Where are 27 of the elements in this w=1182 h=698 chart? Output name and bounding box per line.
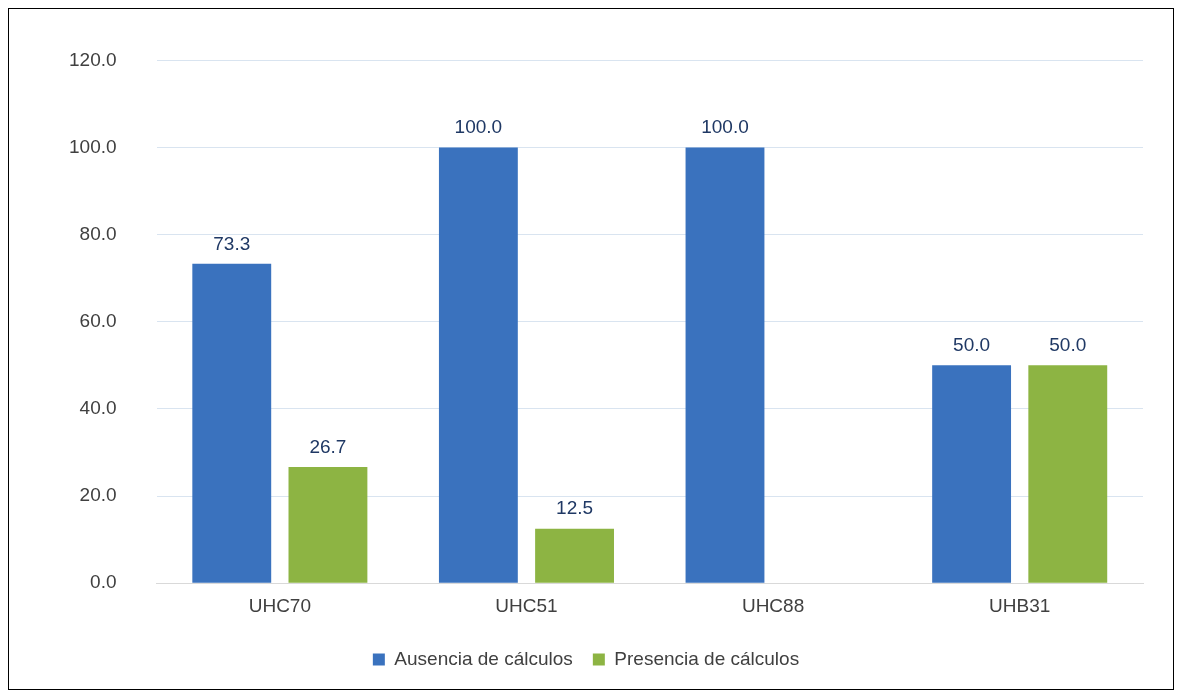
bar (288, 466, 368, 583)
bar (1028, 365, 1108, 583)
y-tick-label: 120.0 (69, 48, 117, 70)
data-label: 100.0 (454, 116, 503, 138)
data-label: 50.0 (953, 334, 991, 356)
legend-label: Ausencia de cálculos (394, 647, 573, 669)
bar (535, 528, 614, 583)
bar (932, 365, 1012, 583)
bar (438, 147, 518, 583)
data-label: 73.3 (213, 232, 251, 254)
y-tick-label: 40.0 (79, 397, 117, 419)
bar (192, 263, 272, 583)
x-tick-label: UHC70 (248, 594, 312, 616)
x-tick-label: UHC51 (495, 594, 558, 616)
y-tick-label: 100.0 (69, 135, 117, 157)
data-label: 12.5 (556, 497, 594, 519)
data-label: 26.7 (309, 435, 347, 457)
x-tick-label: UHB31 (989, 594, 1051, 616)
data-label: 100.0 (701, 116, 749, 138)
x-tick-label: UHC88 (741, 594, 805, 616)
bar (685, 147, 765, 583)
legend-label: Presencia de cálculos (614, 647, 800, 669)
y-tick-label: 60.0 (79, 310, 117, 332)
y-tick-label: 0.0 (90, 571, 117, 593)
y-tick-label: 80.0 (79, 222, 117, 244)
y-tick-label: 20.0 (79, 484, 117, 506)
data-label: 50.0 (1049, 334, 1087, 356)
